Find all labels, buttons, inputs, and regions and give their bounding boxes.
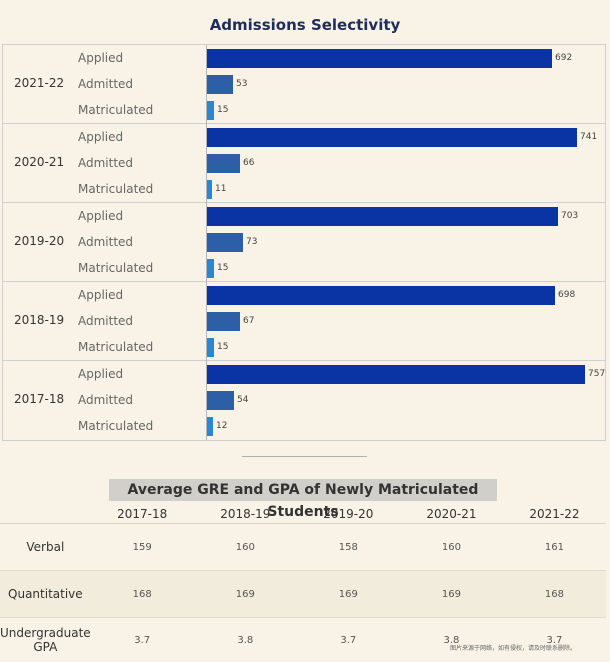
category-label: Admitted [78,156,133,170]
bar-area: 692 53 15 [206,45,606,124]
year-label: 2021-22 [14,76,64,90]
table-row: Quantitative 168 169 169 169 168 [0,571,606,618]
category-label: Admitted [78,393,133,407]
table-cell: 169 [194,571,297,618]
category-label: Applied [78,367,123,381]
table-cell: 3.7 [91,618,194,662]
column-header: 2017-18 [91,505,194,524]
table-cell: 161 [503,524,606,571]
bar [207,75,233,94]
category-label: Admitted [78,235,133,249]
bar [207,180,212,199]
bar [207,259,214,278]
divider [242,456,367,457]
year-group: 2017-18 Applied Admitted Matriculated 757 54 1… [3,361,605,440]
bar-value-label: 54 [237,395,248,405]
bar-area: 757 54 12 [206,361,606,440]
table-cell: 160 [400,524,503,571]
bar [207,391,234,410]
bar-value-label: 12 [216,421,227,431]
year-group: 2019-20 Applied Admitted Matriculated 703 73 1… [3,203,605,282]
category-label: Matriculated [78,419,153,433]
table-cell: 158 [297,524,400,571]
chart-title: Admissions Selectivity [0,16,610,34]
gre-gpa-table: 2017-18 2018-19 2019-20 2020-21 2021-22 … [0,505,606,662]
bar [207,286,555,305]
table-corner [0,505,91,524]
bar-area: 703 73 15 [206,203,606,282]
year-label: 2020-21 [14,155,64,169]
bar [207,154,240,173]
category-label: Admitted [78,77,133,91]
year-label: 2017-18 [14,392,64,406]
table-cell: 3.8 [400,618,503,662]
bar [207,207,558,226]
table-title: Average GRE and GPA of Newly Matriculate… [109,479,497,501]
table-row: Verbal 159 160 158 160 161 [0,524,606,571]
year-label: 2018-19 [14,313,64,327]
bar-value-label: 53 [236,79,247,89]
table-cell: 169 [400,571,503,618]
year-group: 2018-19 Applied Admitted Matriculated 698 67 1… [3,282,605,361]
category-label: Matriculated [78,340,153,354]
year-group: 2020-21 Applied Admitted Matriculated 741 66 1… [3,124,605,203]
bar-area: 698 67 15 [206,282,606,361]
bar-value-label: 73 [246,237,257,247]
bar [207,312,240,331]
bar [207,338,214,357]
table-cell: 160 [194,524,297,571]
bar-value-label: 692 [555,53,572,63]
bar-value-label: 15 [217,342,228,352]
table-cell: 169 [297,571,400,618]
column-header: 2019-20 [297,505,400,524]
category-label: Applied [78,209,123,223]
row-label: Verbal [0,524,91,571]
row-label: Undergraduate GPA [0,618,91,662]
bar-value-label: 698 [558,290,575,300]
bar-value-label: 67 [243,316,254,326]
bar [207,417,213,436]
bar-chart: 2021-22 Applied Admitted Matriculated 692 53 1… [2,44,606,441]
table-cell: 3.7 [297,618,400,662]
table-cell: 3.7 [503,618,606,662]
category-label: Applied [78,288,123,302]
table-cell: 168 [91,571,194,618]
category-label: Matriculated [78,261,153,275]
category-label: Applied [78,51,123,65]
bar-value-label: 15 [217,105,228,115]
column-header: 2020-21 [400,505,503,524]
bar-value-label: 66 [243,158,254,168]
bar-area: 741 66 11 [206,124,606,203]
bar-value-label: 741 [580,132,597,142]
bar-value-label: 757 [588,369,605,379]
watermark-text: 图片来源于网络，如有侵权，请及时联系删除。 [450,643,576,652]
bar [207,101,214,120]
column-header: 2021-22 [503,505,606,524]
row-label: Quantitative [0,571,91,618]
year-label: 2019-20 [14,234,64,248]
table-cell: 3.8 [194,618,297,662]
bar [207,233,243,252]
bar [207,365,585,384]
table-cell: 159 [91,524,194,571]
table-cell: 168 [503,571,606,618]
table-row: Undergraduate GPA 3.7 3.8 3.7 3.8 3.7 [0,618,606,662]
bar-value-label: 703 [561,211,578,221]
category-label: Admitted [78,314,133,328]
bar [207,128,577,147]
column-header: 2018-19 [194,505,297,524]
category-label: Matriculated [78,103,153,117]
category-label: Matriculated [78,182,153,196]
category-label: Applied [78,130,123,144]
bar-value-label: 15 [217,263,228,273]
bar-value-label: 11 [215,184,226,194]
bar [207,49,552,68]
year-group: 2021-22 Applied Admitted Matriculated 692 53 1… [3,45,605,124]
